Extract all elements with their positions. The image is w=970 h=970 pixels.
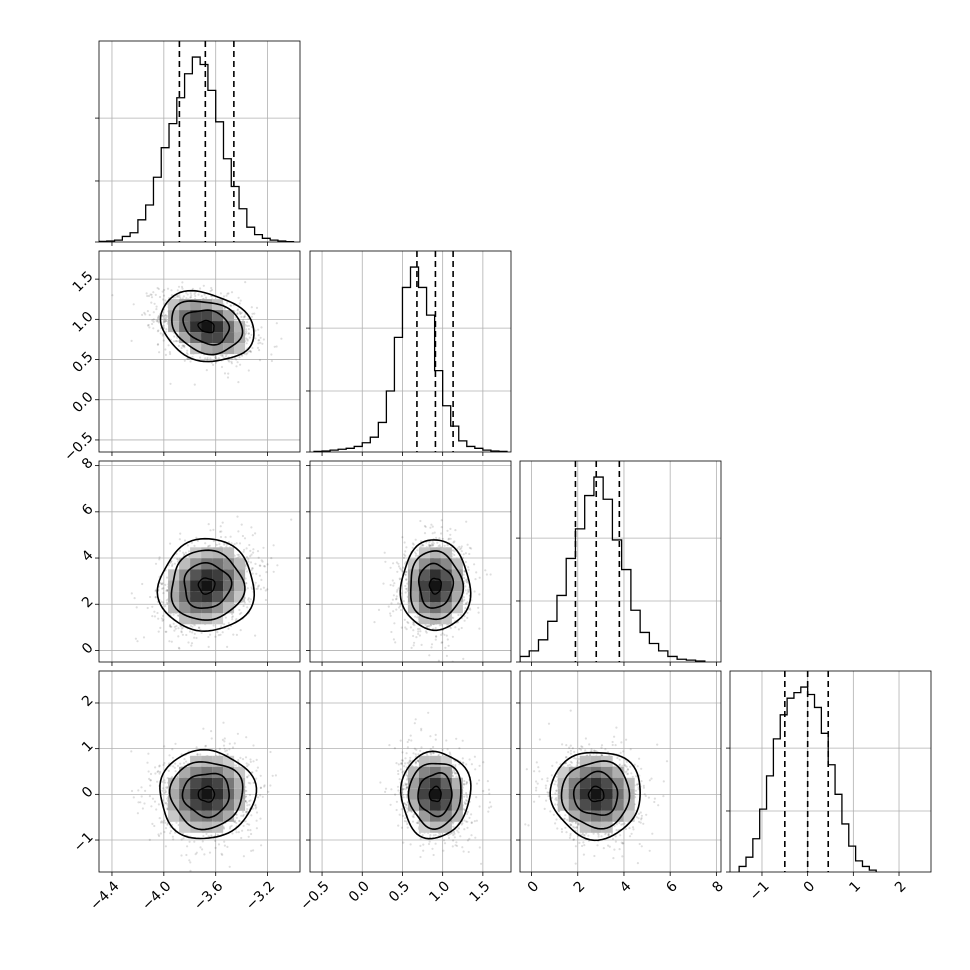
panel-frame [519, 460, 722, 663]
contour-line [587, 785, 605, 803]
contour-line [197, 577, 216, 595]
contour-line [428, 785, 442, 803]
panel-frame [98, 250, 301, 453]
contour-line [171, 300, 244, 356]
contour-line [170, 549, 246, 621]
contour-line [572, 770, 619, 816]
histogram-step [99, 56, 295, 242]
panel-frame [729, 670, 932, 873]
contour-line [183, 561, 233, 609]
scatter-panel-2-0 [95, 460, 301, 666]
scatter-panel-3-0 [95, 670, 301, 876]
panel-frame [309, 460, 512, 663]
contour-line [417, 771, 453, 818]
scatter-panel-2-1 [306, 460, 512, 666]
contour-line [399, 539, 472, 632]
panel-frame [98, 40, 301, 243]
contour-line [417, 562, 455, 609]
contour-line [168, 761, 244, 831]
contour-line [181, 772, 230, 819]
contour-line [159, 289, 255, 363]
histogram-step [520, 476, 706, 662]
panel-frame [98, 670, 301, 873]
contour-line [156, 537, 256, 632]
contour-line [409, 550, 465, 621]
scatter-panel-3-1 [306, 670, 512, 876]
histogram-step [738, 686, 877, 872]
contour-line [428, 577, 442, 595]
hist-panel-0 [95, 40, 301, 246]
histogram-step [313, 266, 508, 452]
density-blocks [168, 755, 246, 833]
contour-line [197, 319, 215, 334]
scatter-panel-1-0 [95, 250, 301, 456]
contour-line [399, 750, 472, 840]
panel-frame [98, 460, 301, 663]
density-blocks [557, 755, 635, 833]
contour-line [560, 760, 631, 830]
density-blocks [407, 547, 463, 625]
panel-frame [309, 670, 512, 873]
contour-line [197, 785, 216, 803]
hist-panel-1 [306, 250, 512, 456]
contour-line [182, 309, 231, 346]
panel-frame [309, 250, 512, 453]
panel-frame [519, 670, 722, 873]
contour-line [549, 751, 641, 842]
hist-panel-2 [516, 460, 722, 666]
scatter-panel-3-2 [516, 670, 722, 876]
contour-line [407, 762, 462, 830]
contour-line [159, 748, 258, 840]
hist-panel-3 [726, 670, 932, 876]
